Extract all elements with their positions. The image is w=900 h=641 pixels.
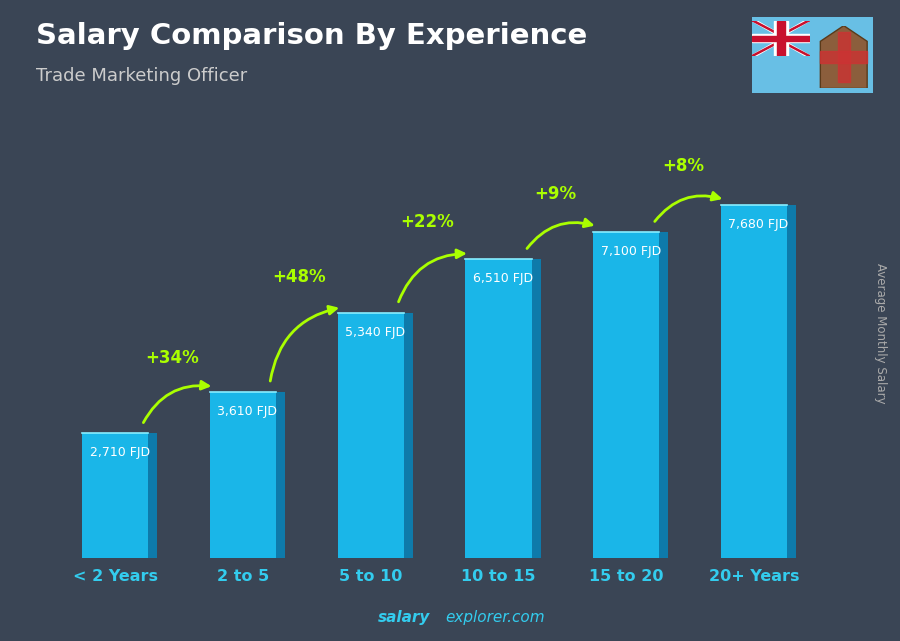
Text: Salary Comparison By Experience: Salary Comparison By Experience [36,22,587,51]
Bar [338,313,404,558]
Polygon shape [838,32,850,82]
Bar [210,392,276,558]
Polygon shape [752,42,781,56]
Text: Average Monthly Salary: Average Monthly Salary [874,263,886,404]
Polygon shape [660,232,669,558]
Polygon shape [777,21,785,56]
Polygon shape [404,313,413,558]
Polygon shape [148,433,157,558]
Text: salary: salary [378,610,430,625]
Polygon shape [752,34,810,42]
Polygon shape [752,21,781,35]
Polygon shape [821,51,868,63]
Text: 6,510 FJD: 6,510 FJD [472,272,533,285]
Text: +48%: +48% [273,268,327,286]
Text: +9%: +9% [534,185,576,203]
Bar [721,205,788,558]
Polygon shape [781,21,810,35]
Bar [82,433,148,558]
Text: 3,610 FJD: 3,610 FJD [218,405,277,418]
Polygon shape [788,205,796,558]
Polygon shape [752,21,781,35]
Text: explorer.com: explorer.com [446,610,545,625]
Text: 7,680 FJD: 7,680 FJD [728,218,788,231]
Bar [593,232,660,558]
Polygon shape [821,26,868,88]
Text: 5,340 FJD: 5,340 FJD [346,326,405,338]
Text: +34%: +34% [145,349,199,367]
Polygon shape [774,21,788,56]
Polygon shape [781,42,810,56]
Text: Trade Marketing Officer: Trade Marketing Officer [36,67,248,85]
Polygon shape [752,42,781,56]
Polygon shape [781,21,810,35]
Text: 7,100 FJD: 7,100 FJD [600,245,661,258]
Text: 2,710 FJD: 2,710 FJD [90,446,149,459]
Polygon shape [752,36,810,40]
Polygon shape [532,259,541,558]
Text: +8%: +8% [662,156,704,174]
Bar [465,259,532,558]
Text: +22%: +22% [400,213,454,231]
Polygon shape [276,392,285,558]
Polygon shape [781,42,810,56]
